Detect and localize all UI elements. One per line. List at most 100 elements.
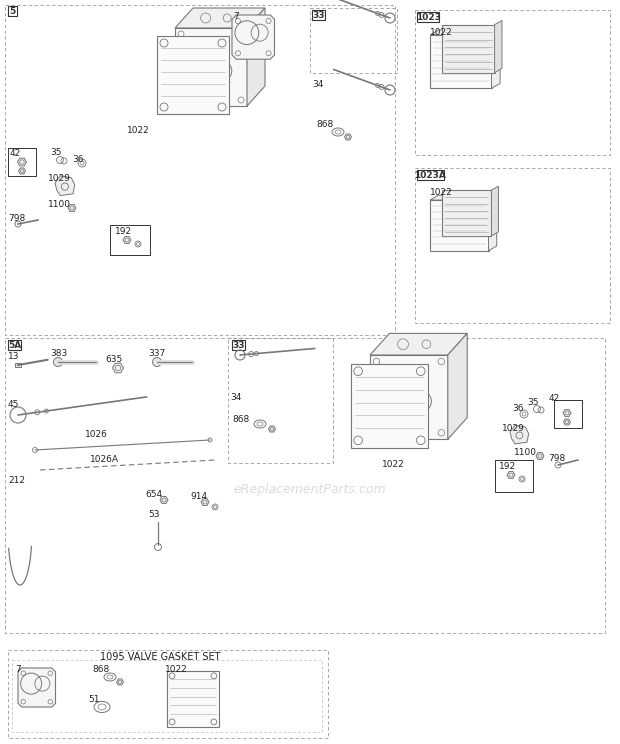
Polygon shape: [370, 355, 448, 439]
Bar: [417, 170, 443, 180]
Text: 35: 35: [527, 398, 539, 407]
Bar: [8, 340, 21, 350]
Polygon shape: [495, 20, 502, 73]
Polygon shape: [17, 158, 27, 166]
Text: 1022: 1022: [430, 188, 453, 197]
Polygon shape: [15, 363, 21, 367]
Text: 51: 51: [88, 695, 99, 704]
Polygon shape: [430, 200, 489, 251]
Polygon shape: [160, 496, 168, 504]
Text: 5A: 5A: [8, 341, 21, 350]
Text: 5: 5: [9, 7, 16, 16]
Text: 1095 VALVE GASKET SET: 1095 VALVE GASKET SET: [100, 652, 221, 662]
Text: 7: 7: [233, 12, 239, 21]
Text: 337: 337: [148, 349, 166, 358]
Polygon shape: [430, 35, 492, 89]
Text: 42: 42: [10, 149, 21, 158]
Polygon shape: [345, 134, 352, 140]
Text: 868: 868: [316, 120, 334, 129]
Bar: [228, 338, 333, 463]
Text: 53: 53: [148, 510, 159, 519]
Bar: [8, 650, 328, 738]
Polygon shape: [442, 25, 495, 73]
Polygon shape: [507, 472, 515, 478]
Text: 1022: 1022: [382, 460, 405, 469]
Polygon shape: [19, 168, 25, 174]
Bar: [310, 8, 397, 73]
Text: 36: 36: [72, 155, 84, 164]
Circle shape: [53, 358, 63, 367]
Polygon shape: [175, 8, 265, 28]
Polygon shape: [564, 419, 570, 425]
Text: 868: 868: [232, 415, 249, 424]
Polygon shape: [430, 30, 500, 35]
Text: 7: 7: [15, 665, 20, 674]
Text: 1022: 1022: [127, 126, 150, 135]
Text: 1029: 1029: [502, 424, 525, 433]
Polygon shape: [55, 176, 75, 196]
Text: 192: 192: [115, 227, 132, 236]
Polygon shape: [247, 8, 265, 106]
Text: 868: 868: [92, 665, 109, 674]
Bar: [495, 460, 533, 492]
Polygon shape: [350, 364, 428, 448]
Text: eReplacementParts.com: eReplacementParts.com: [234, 484, 386, 496]
Text: 798: 798: [548, 454, 565, 463]
Polygon shape: [370, 333, 467, 355]
Text: 1026A: 1026A: [90, 455, 119, 464]
Bar: [415, 10, 610, 155]
Polygon shape: [18, 668, 56, 707]
Bar: [415, 168, 610, 323]
Text: 33: 33: [232, 341, 245, 350]
Text: 13: 13: [8, 352, 19, 361]
Bar: [417, 12, 439, 22]
Text: 45: 45: [8, 400, 19, 409]
Text: 1022: 1022: [165, 665, 188, 674]
Circle shape: [153, 358, 161, 367]
Polygon shape: [117, 679, 123, 685]
Bar: [12, 660, 322, 732]
Polygon shape: [448, 333, 467, 439]
Polygon shape: [441, 190, 492, 236]
Text: 42: 42: [549, 394, 560, 403]
Text: 33: 33: [312, 10, 325, 19]
Text: 36: 36: [512, 404, 523, 413]
Text: 914: 914: [190, 492, 207, 501]
Text: 1023: 1023: [415, 13, 440, 22]
Text: 798: 798: [8, 214, 25, 223]
Text: 35: 35: [50, 148, 61, 157]
Bar: [110, 225, 150, 255]
Polygon shape: [167, 671, 219, 727]
Bar: [312, 10, 325, 20]
Polygon shape: [536, 452, 544, 460]
Polygon shape: [489, 196, 497, 251]
Polygon shape: [157, 36, 229, 114]
Text: 212: 212: [8, 476, 25, 485]
Text: 192: 192: [499, 462, 516, 471]
Polygon shape: [175, 28, 247, 106]
Text: 1029: 1029: [48, 174, 71, 183]
Bar: [8, 6, 17, 16]
Text: 1023A: 1023A: [414, 170, 446, 179]
Polygon shape: [232, 15, 275, 60]
Polygon shape: [123, 237, 131, 243]
Polygon shape: [430, 196, 497, 200]
Text: 654: 654: [145, 490, 162, 499]
Polygon shape: [268, 426, 275, 432]
Polygon shape: [492, 186, 498, 236]
Text: 1022: 1022: [430, 28, 453, 37]
Text: 383: 383: [50, 349, 67, 358]
Text: 1100: 1100: [514, 448, 537, 457]
Bar: [8, 148, 36, 176]
Polygon shape: [492, 30, 500, 89]
Polygon shape: [201, 498, 209, 505]
Bar: [5, 338, 605, 633]
Bar: [5, 5, 395, 335]
Polygon shape: [563, 409, 571, 417]
Text: 34: 34: [230, 393, 241, 402]
Bar: [554, 400, 582, 428]
Polygon shape: [510, 426, 529, 444]
Text: 34: 34: [312, 80, 324, 89]
Text: 1026: 1026: [85, 430, 108, 439]
Bar: [232, 340, 245, 350]
